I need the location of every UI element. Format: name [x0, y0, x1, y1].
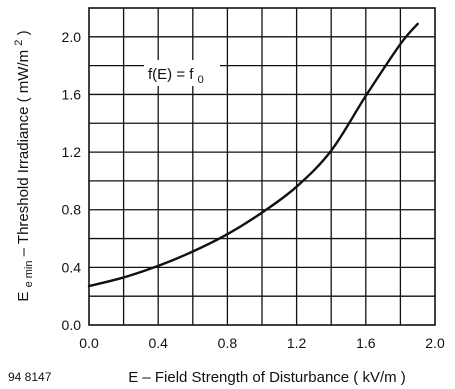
x-tick-label: 0.0 — [79, 335, 99, 351]
annotation-label: f(E) = f 0 — [148, 66, 204, 86]
series-line-0 — [87, 22, 419, 288]
x-tick-label: 1.6 — [356, 335, 376, 351]
plot-frame — [88, 7, 436, 326]
y-tick-label: 0.4 — [62, 259, 82, 275]
tick-labels: 0.0 0.4 0.8 1.2 1.6 2.0 0.0 0.4 0.8 1.2 1.6 2.0 — [62, 29, 445, 351]
y-tick-label: 1.2 — [62, 144, 82, 160]
y-tick-label: 2.0 — [62, 29, 82, 45]
x-tick-label: 1.2 — [287, 335, 307, 351]
annotation-text: f(E) = f — [148, 66, 194, 83]
annotation-background — [144, 60, 220, 86]
y-axis-label-main: E — [15, 292, 32, 302]
data-series — [87, 22, 419, 288]
annotation-subscript: 0 — [198, 74, 204, 86]
x-axis-label: E – Field Strength of Disturbance ( kV/m… — [128, 369, 406, 386]
y-axis-label-superscript: 2 — [13, 40, 25, 46]
y-tick-label: 0.0 — [62, 317, 82, 333]
y-tick-label: 0.8 — [62, 202, 82, 218]
x-tick-label: 0.8 — [218, 335, 238, 351]
y-axis-label: E e min – Threshold Irradiance ( mW/m 2 … — [9, 30, 36, 301]
y-axis-label-close: ) — [15, 30, 32, 35]
x-tick-label: 2.0 — [425, 335, 445, 351]
y-tick-label: 1.6 — [62, 86, 82, 102]
annotation-group: f(E) = f 0 — [144, 60, 220, 86]
figure-code: 94 8147 — [8, 370, 52, 384]
x-tick-label: 0.4 — [148, 335, 168, 351]
y-axis-label-rest: – Threshold Irradiance ( mW/m — [15, 50, 32, 256]
y-axis-label-subscript: e min — [23, 261, 35, 288]
